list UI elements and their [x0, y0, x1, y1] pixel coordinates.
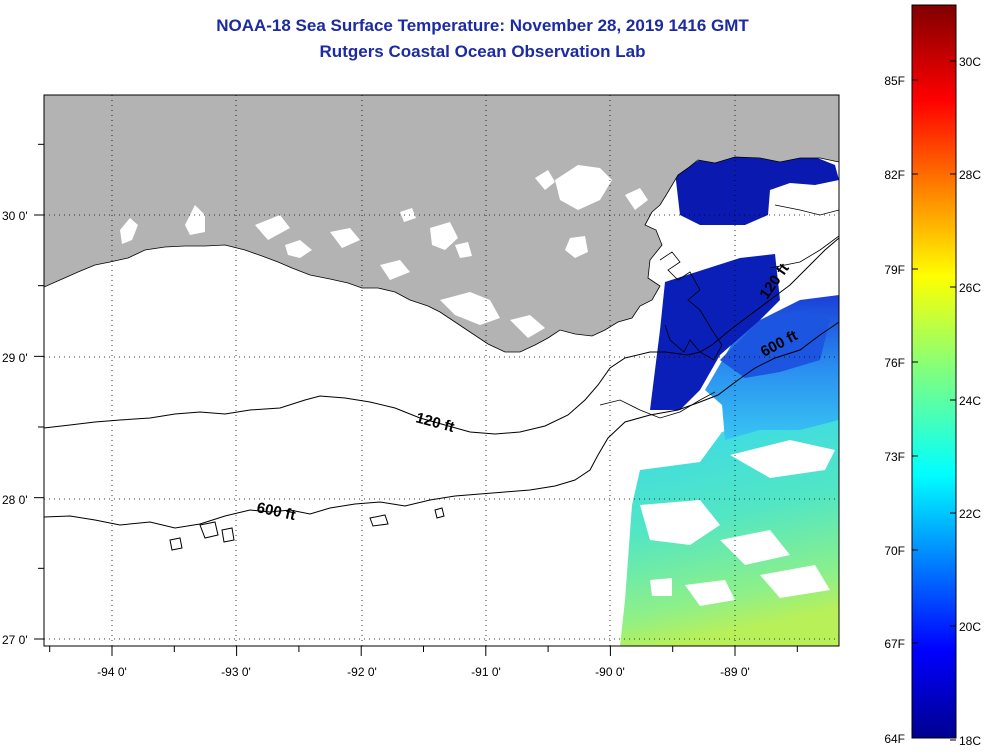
- cbar-label-30c: 30C: [959, 55, 981, 69]
- cbar-label-24c: 24C: [959, 394, 981, 408]
- lat-label-group: 30 0' 29 0' 28 0' 27 0': [2, 209, 28, 647]
- map-subtitle: Rutgers Coastal Ocean Observation Lab: [319, 42, 646, 61]
- contour-120ft: [44, 237, 839, 435]
- sst-data-layer: [620, 155, 839, 646]
- lake-pontchartrain: [555, 165, 612, 210]
- cbar-label-76f: 76F: [884, 356, 905, 370]
- cloud-gap: [720, 530, 790, 565]
- cbar-label-26c: 26C: [959, 281, 981, 295]
- inland-lakes: [120, 165, 648, 338]
- bathymetry-contours: [44, 237, 839, 551]
- lat-label-29: 29 0': [2, 351, 28, 365]
- lat-label-28: 28 0': [2, 493, 28, 507]
- sst-sound-patch: [675, 155, 839, 225]
- land-mass: [44, 95, 839, 352]
- map-title: NOAA-18 Sea Surface Temperature: Novembe…: [216, 16, 749, 35]
- cbar-label-64f: 64F: [884, 732, 905, 746]
- sst-delta-cold-patch: [650, 254, 780, 410]
- cbar-label-22c: 22C: [959, 507, 981, 521]
- colorbar-c-labels: 30C 28C 26C 24C 22C 20C 18C: [959, 55, 981, 748]
- lat-label-30: 30 0': [2, 209, 28, 223]
- sst-shelf-patch: [720, 310, 830, 378]
- cloud-gap: [640, 500, 720, 545]
- colorbar: 85F 82F 79F 76F 73F 70F 67F 64F 30C 28C …: [884, 4, 981, 748]
- lon-label-91: -91 0': [471, 665, 501, 679]
- cbar-label-28c: 28C: [959, 168, 981, 182]
- colorbar-ramp: [911, 4, 957, 739]
- cbar-label-82f: 82F: [884, 168, 905, 182]
- lon-label-92: -92 0': [347, 665, 377, 679]
- cloud-gap: [650, 578, 672, 596]
- lat-label-27: 27 0': [2, 633, 28, 647]
- cloud-gap: [685, 580, 735, 606]
- cloud-gap: [730, 440, 835, 478]
- cbar-label-85f: 85F: [884, 74, 905, 88]
- coastline: [44, 156, 839, 419]
- graticule: [44, 95, 839, 646]
- lon-label-94: -94 0': [97, 665, 127, 679]
- colorbar-f-labels: 85F 82F 79F 76F 73F 70F 67F 64F: [884, 74, 905, 746]
- cbar-label-73f: 73F: [884, 450, 905, 464]
- cbar-label-20c: 20C: [959, 620, 981, 634]
- cbar-label-18c: 18C: [959, 734, 981, 748]
- axis-ticks: [34, 143, 798, 656]
- cloud-gap: [760, 565, 830, 598]
- lon-label-90: -90 0': [595, 665, 625, 679]
- map-border: [43, 94, 840, 647]
- cbar-label-67f: 67F: [884, 637, 905, 651]
- cbar-label-70f: 70F: [884, 544, 905, 558]
- cbar-label-79f: 79F: [884, 263, 905, 277]
- lon-label-group: -94 0' -93 0' -92 0' -91 0' -90 0' -89 0…: [97, 665, 750, 679]
- contour-600ft: [44, 321, 839, 529]
- lon-label-93: -93 0': [221, 665, 251, 679]
- lon-label-89: -89 0': [720, 665, 750, 679]
- colorbar-ticks: [912, 60, 956, 741]
